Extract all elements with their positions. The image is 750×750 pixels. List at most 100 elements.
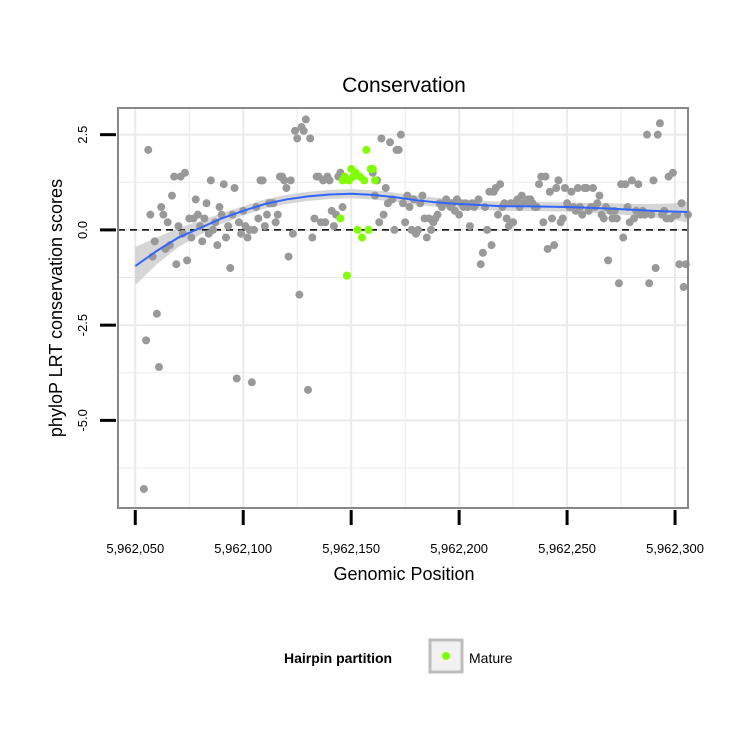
point-other: [642, 130, 651, 139]
panel-border: [117, 107, 689, 509]
point-other: [293, 134, 302, 143]
y-axis: 2.5 0.0 -2.5 -5.0: [75, 126, 116, 432]
point-other: [465, 222, 474, 231]
point-other: [677, 199, 686, 208]
point-other: [640, 210, 649, 219]
point-other: [582, 184, 591, 192]
point-other: [496, 180, 505, 189]
point-mature: [364, 225, 373, 234]
x-tick-label: 5,962,050: [106, 541, 164, 556]
point-other: [612, 214, 621, 223]
point-other: [655, 119, 664, 128]
point-other: [232, 374, 241, 383]
point-other: [304, 385, 312, 394]
point-other: [163, 218, 172, 227]
point-other: [174, 222, 183, 231]
point-other: [494, 210, 502, 219]
point-other: [139, 484, 148, 493]
point-other: [634, 180, 643, 189]
point-mature: [370, 176, 379, 185]
point-other: [284, 252, 293, 261]
smooth-line-group: [134, 192, 689, 267]
point-other: [539, 218, 548, 227]
point-other: [554, 176, 563, 185]
point-other: [167, 191, 176, 200]
legend: Hairpin partition Mature: [284, 638, 513, 674]
point-other: [230, 184, 239, 192]
point-other: [558, 214, 567, 223]
point-other: [286, 176, 295, 185]
point-mature: [360, 176, 369, 185]
point-other: [308, 233, 317, 242]
point-other: [219, 180, 228, 189]
point-other: [455, 210, 464, 219]
point-other: [187, 233, 196, 242]
point-other: [234, 218, 243, 227]
point-other: [517, 191, 526, 200]
point-other: [172, 260, 181, 269]
point-other: [645, 279, 654, 288]
point-other: [273, 210, 282, 219]
point-mature: [342, 271, 351, 280]
point-other: [150, 237, 159, 246]
point-other: [280, 176, 289, 185]
point-other: [146, 210, 155, 219]
point-other: [552, 184, 561, 192]
point-other: [653, 130, 662, 139]
point-other: [403, 191, 412, 200]
point-other: [547, 214, 556, 223]
point-mature: [357, 233, 366, 242]
point-other: [589, 184, 597, 192]
point-other: [282, 184, 291, 192]
point-other: [288, 229, 297, 238]
point-other: [476, 260, 485, 269]
point-other: [578, 210, 587, 219]
point-other: [593, 199, 602, 208]
chart-title: Conservation: [342, 74, 466, 97]
x-tick-label: 5,962,200: [430, 541, 488, 556]
point-other: [621, 180, 630, 189]
point-other: [250, 225, 259, 234]
point-other: [550, 241, 559, 250]
point-other: [180, 168, 189, 177]
point-other: [679, 283, 688, 292]
point-other: [433, 210, 442, 219]
point-other: [567, 187, 576, 196]
y-tick-label: 2.5: [75, 126, 90, 144]
point-other: [215, 203, 224, 212]
point-other: [379, 210, 388, 219]
point-other: [200, 214, 209, 223]
x-tick-label: 5,962,150: [322, 541, 380, 556]
point-other: [155, 363, 164, 372]
point-other: [375, 218, 384, 227]
y-tick-label: 0.0: [75, 221, 90, 239]
point-other: [500, 199, 509, 208]
point-other: [651, 264, 660, 272]
x-tick-label: 5,962,100: [214, 541, 272, 556]
point-other: [418, 191, 427, 200]
smooth-line: [134, 192, 689, 267]
point-other: [474, 195, 483, 204]
point-other: [306, 134, 315, 143]
legend-label-mature: Mature: [469, 650, 513, 666]
point-mature: [336, 214, 345, 223]
point-other: [649, 176, 658, 185]
point-other: [202, 199, 211, 208]
point-other: [206, 176, 215, 185]
point-other: [338, 203, 347, 212]
point-other: [329, 222, 338, 231]
point-other: [193, 210, 202, 219]
point-other: [560, 184, 569, 192]
point-other: [390, 225, 399, 234]
point-other: [422, 233, 431, 242]
point-other: [209, 225, 217, 234]
point-other: [619, 233, 628, 242]
y-axis-title: phyloP LRT conservation scores: [46, 179, 66, 437]
legend-key-mature-icon: [442, 652, 450, 660]
point-mature: [362, 145, 371, 154]
point-other: [414, 225, 423, 234]
point-other: [405, 203, 414, 212]
point-other: [604, 256, 613, 265]
plot-panel: [118, 108, 688, 508]
point-other: [545, 187, 554, 196]
